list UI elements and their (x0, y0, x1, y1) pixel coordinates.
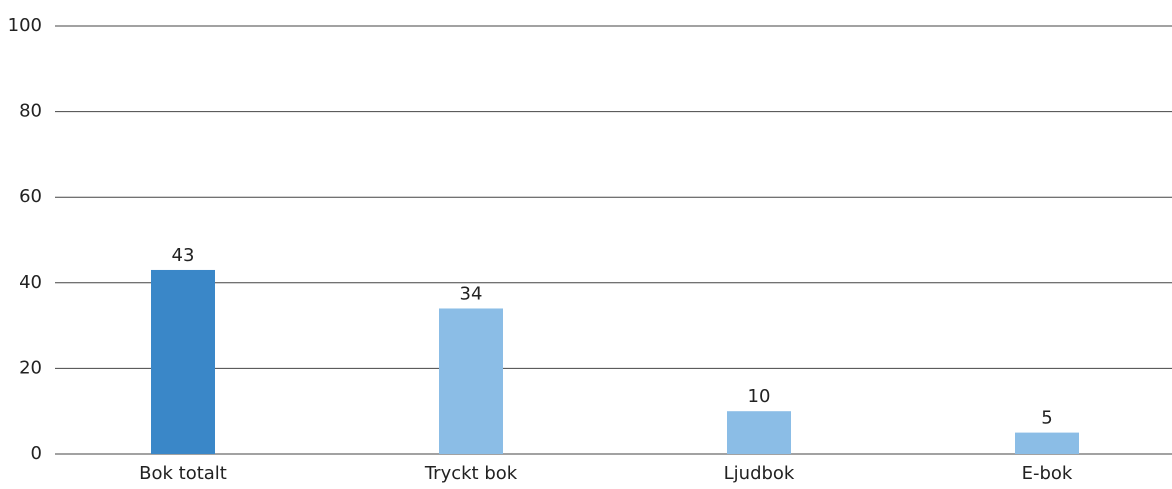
y-tick-label: 100 (8, 15, 42, 36)
bar (439, 308, 503, 454)
value-label: 10 (748, 386, 771, 407)
y-tick-label: 0 (31, 443, 42, 464)
y-tick-label: 40 (19, 272, 42, 293)
y-tick-label: 60 (19, 186, 42, 207)
y-tick-label: 20 (19, 357, 42, 378)
y-tick-label: 80 (19, 101, 42, 122)
value-label: 34 (460, 283, 483, 304)
value-label: 43 (172, 245, 195, 266)
bar (1015, 432, 1079, 454)
bar (727, 411, 791, 454)
value-label: 5 (1041, 408, 1052, 429)
x-tick-label: Tryckt bok (424, 463, 518, 484)
x-tick-label: Ljudbok (724, 463, 795, 484)
bar (151, 269, 215, 454)
x-tick-label: E-bok (1022, 463, 1073, 484)
x-tick-label: Bok totalt (139, 463, 227, 484)
